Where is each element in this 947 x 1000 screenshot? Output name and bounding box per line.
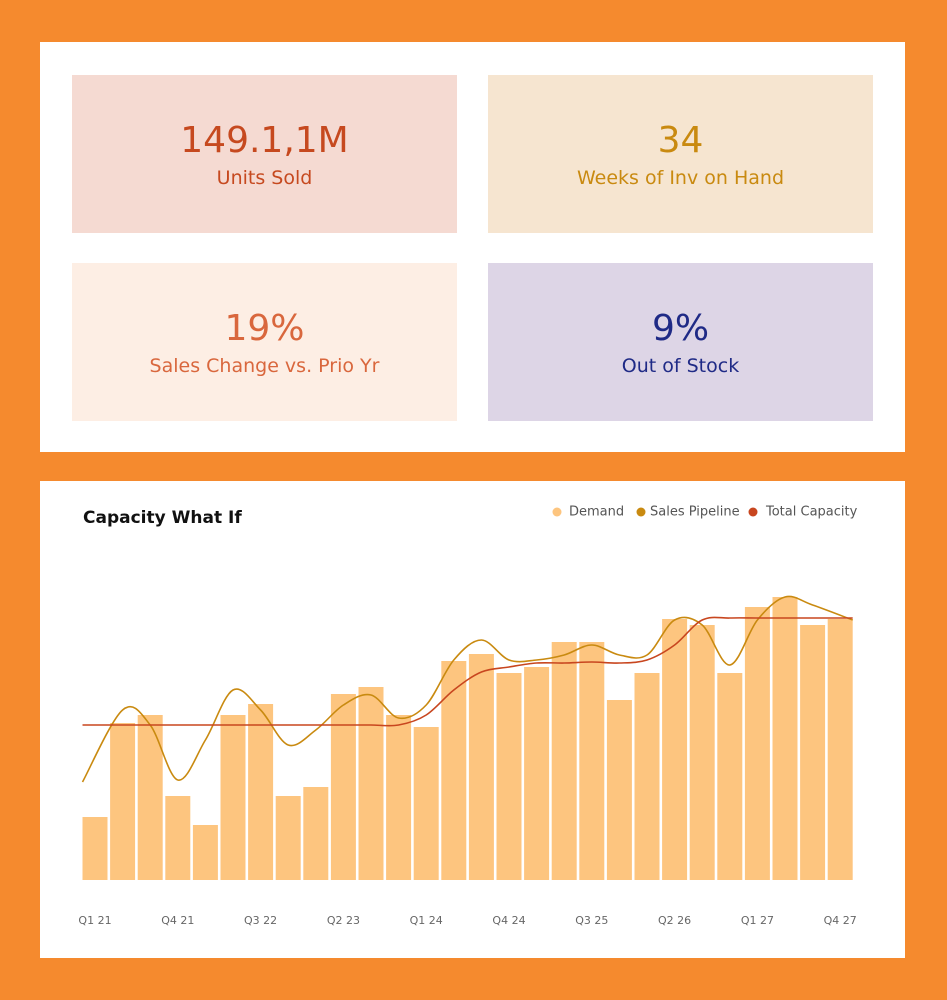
x-tick-label: Q2 26 — [658, 914, 691, 927]
bar — [772, 597, 798, 880]
legend-label: Sales Pipeline — [650, 505, 740, 520]
x-tick-label: Q2 23 — [327, 914, 360, 927]
bar — [82, 817, 108, 880]
bar — [551, 642, 577, 880]
bar — [137, 715, 163, 880]
kpi-card: 9% Out of Stock — [488, 263, 873, 421]
kpi-value: 34 — [657, 120, 704, 161]
kpi-value: 149.1,1M — [180, 120, 349, 161]
bar — [303, 787, 329, 880]
bar — [386, 715, 412, 880]
chart-panel: Capacity What If Demand Sales Pipeline Tot… — [40, 481, 905, 958]
legend-marker — [552, 507, 562, 517]
line — [82, 616, 853, 727]
bar — [689, 625, 715, 880]
kpi-label: Out of Stock — [621, 355, 740, 377]
line — [81, 595, 853, 783]
bar — [579, 642, 605, 880]
kpi-value: 19% — [224, 308, 305, 349]
bar — [330, 694, 356, 880]
legend-marker — [748, 507, 758, 517]
bar — [744, 607, 770, 880]
bar — [441, 661, 467, 880]
bar — [606, 700, 632, 880]
kpi-label: Sales Change vs. Prio Yr — [149, 355, 380, 377]
bar — [110, 723, 136, 880]
bar — [496, 673, 522, 880]
bar — [413, 727, 439, 880]
chart-title: Capacity What If — [83, 508, 242, 528]
bar — [165, 796, 191, 880]
bar — [275, 796, 301, 880]
bar — [248, 704, 274, 880]
bar — [800, 625, 826, 880]
kpi-card: 149.1,1M Units Sold — [72, 75, 457, 233]
bar — [827, 619, 853, 880]
legend-label: Demand — [569, 505, 624, 520]
chart: Capacity What If Demand Sales Pipeline Tot… — [78, 505, 858, 928]
x-tick-label: Q4 24 — [492, 914, 525, 927]
bar — [662, 619, 688, 880]
bar — [524, 667, 550, 880]
kpi-panel: 149.1,1M Units Sold 34 Weeks of Inv on H… — [40, 42, 905, 452]
x-tick-label: Q1 21 — [78, 914, 111, 927]
bar — [192, 825, 218, 880]
kpi-label: Weeks of Inv on Hand — [576, 167, 784, 189]
legend-label: Total Capacity — [765, 505, 858, 520]
x-tick-label: Q4 21 — [161, 914, 194, 927]
x-tick-label: Q3 22 — [244, 914, 277, 927]
x-tick-label: Q1 24 — [410, 914, 443, 927]
x-tick-label: Q4 27 — [824, 914, 857, 927]
kpi-value: 9% — [651, 308, 710, 349]
bar — [468, 654, 494, 880]
kpi-label: Units Sold — [216, 167, 313, 189]
x-tick-label: Q1 27 — [741, 914, 774, 927]
kpi-card: 19% Sales Change vs. Prio Yr — [72, 263, 457, 421]
legend-marker — [636, 507, 646, 517]
bar — [717, 673, 743, 880]
bar — [358, 687, 384, 880]
kpi-card: 34 Weeks of Inv on Hand — [488, 75, 873, 233]
x-tick-label: Q3 25 — [575, 914, 608, 927]
bar — [634, 673, 660, 880]
bar — [220, 715, 246, 880]
